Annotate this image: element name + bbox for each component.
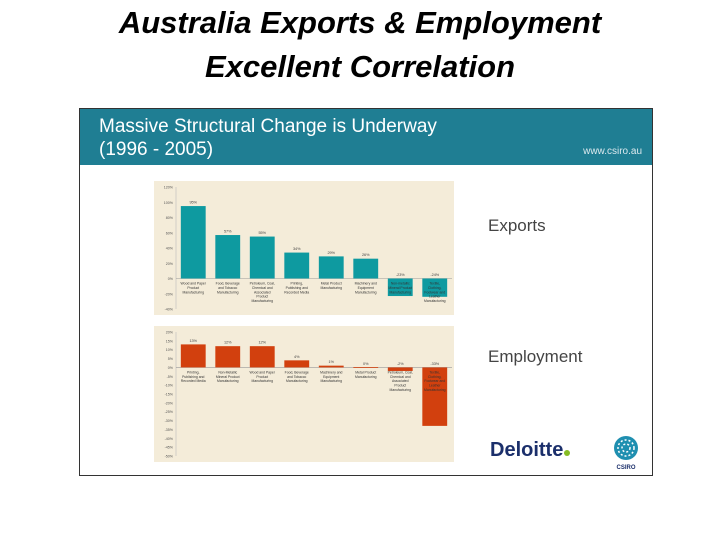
exports-bar [249, 236, 275, 279]
exports-category-label: Machinery and Equipment Manufacturing [355, 282, 377, 295]
employment-bar [422, 367, 448, 426]
employment-data-label: 12% [258, 341, 266, 345]
exports-ytick-label: -40% [165, 308, 174, 312]
exports-category-label: Food, Beverage and Tobacco Manufacturing [216, 282, 240, 295]
employment-category-label: Wood and Paper Product Manufacturing [250, 370, 276, 383]
employment-category-label: Textile, Clothing, Footwear and Leather Manu… [424, 370, 446, 392]
employment-ytick-label: -30% [165, 419, 174, 423]
deloitte-logo: Deloitte [490, 439, 571, 462]
exports-ytick-label: 120% [164, 186, 174, 190]
csiro-logo-text: CSIRO [616, 465, 635, 471]
employment-data-label: 13% [189, 339, 197, 343]
exports-ytick-label: 100% [164, 201, 174, 205]
exports-category-label: Printing, Publishing and Recorded Media [284, 282, 309, 295]
employment-data-label: 4% [294, 355, 300, 359]
employment-data-label: -33% [430, 362, 439, 366]
employment-bar [215, 346, 241, 368]
employment-ytick-label: -35% [165, 428, 174, 432]
exports-ytick-label: 40% [166, 247, 174, 251]
exports-chart-panel: 120% 100% 80% 60% 40% 20% 0% -20% -40% 95% Wood an… [154, 181, 454, 315]
exports-data-label: 57% [224, 230, 232, 234]
employment-ytick-label: -45% [165, 446, 174, 450]
employment-ytick-label: -25% [165, 410, 174, 414]
exports-bar [180, 206, 206, 279]
employment-data-label: -2% [397, 362, 404, 366]
page-title: Australia Exports & Employment [118, 5, 602, 40]
csiro-logo-icon: CSIRO [614, 436, 638, 471]
deloitte-dot-icon [564, 450, 571, 456]
exports-data-label: 95% [189, 201, 197, 205]
employment-ytick-label: 0% [168, 366, 174, 370]
exports-ytick-label: 0% [168, 277, 174, 281]
exports-data-label: -24% [430, 273, 439, 277]
slide-banner: Massive Structural Change is Underway (1… [80, 109, 652, 165]
exports-category-label: Wood and Paper Product Manufacturing [181, 282, 207, 295]
employment-bar [249, 346, 275, 368]
employment-category-label: Metal Product Manufacturing [355, 370, 377, 378]
exports-category-label: Petroleum, Coal, Chemical and Associated Pr… [250, 282, 275, 304]
employment-ytick-label: -10% [165, 384, 174, 388]
page-subtitle: Excellent Correlation [204, 49, 516, 84]
exports-bar [387, 278, 413, 297]
employment-category-label: Petroleum, Coal, Chemical and Associated Pr… [388, 370, 413, 392]
banner-title: Massive Structural Change is Underway (1… [99, 115, 569, 161]
employment-chart-panel: 20% 15% 10% 5% 0% -5% -10% -15% -20% -25% -30% -35%… [154, 326, 454, 462]
employment-bar [284, 360, 310, 368]
banner-url: www.csiro.au [583, 146, 642, 157]
employment-category-label: Printing, Publishing and Recorded Media [181, 370, 206, 383]
exports-ytick-label: 60% [166, 231, 174, 235]
exports-ytick-label: 20% [166, 262, 174, 266]
exports-category-label: Metal Product Manufacturing [321, 282, 343, 290]
exports-ytick-label: -20% [165, 292, 174, 296]
employment-label: Employment [488, 347, 583, 366]
employment-ytick-label: 5% [168, 357, 174, 361]
employment-data-label: 1% [329, 360, 335, 364]
exports-bar [353, 258, 379, 279]
employment-bar [318, 365, 344, 368]
exports-data-label: 26% [362, 253, 370, 257]
exports-data-label: 34% [293, 247, 301, 251]
exports-chart: 120% 100% 80% 60% 40% 20% 0% -20% -40% 95% Wood an… [164, 186, 452, 312]
exports-data-label: 29% [327, 251, 335, 255]
employment-ytick-label: 20% [166, 331, 174, 335]
employment-bar [180, 344, 206, 368]
exports-data-label: 55% [258, 231, 266, 235]
employment-ytick-label: 15% [166, 339, 174, 343]
employment-ytick-label: -50% [165, 455, 174, 459]
employment-chart: 20% 15% 10% 5% 0% -5% -10% -15% -20% -25% -30% -35%… [165, 331, 452, 459]
employment-data-label: 0% [363, 362, 369, 366]
employment-ytick-label: -15% [165, 393, 174, 397]
employment-category-label: Non-Metallic Mineral Product Manufacturing [216, 370, 240, 383]
slide: Massive Structural Change is Underway (1… [79, 108, 653, 476]
deloitte-logo-text: Deloitte [490, 439, 564, 461]
exports-bar [318, 256, 344, 279]
employment-ytick-label: -5% [167, 375, 174, 379]
exports-category-label: Textile, Clothing, Footwear and Leather Manu… [424, 282, 446, 304]
exports-label: Exports [488, 216, 546, 235]
banner-title-line2: (1996 - 2005) [99, 139, 214, 160]
employment-ytick-label: 10% [166, 348, 174, 352]
exports-bar [422, 278, 448, 297]
banner-title-line1: Massive Structural Change is Underway [99, 116, 437, 137]
employment-ytick-label: -40% [165, 437, 174, 441]
employment-bar [387, 367, 413, 371]
employment-data-label: 12% [224, 341, 232, 345]
employment-bar [353, 367, 379, 368]
employment-category-label: Machinery and Equipment Manufacturing [320, 370, 342, 383]
exports-category-label: Non-metallic Mineral Product Manufacturing [388, 282, 412, 295]
employment-category-label: Food, Beverage and Tobacco Manufacturing [285, 370, 309, 383]
exports-ytick-label: 80% [166, 216, 174, 220]
exports-data-label: -23% [396, 273, 405, 277]
exports-bar [215, 235, 241, 279]
employment-ytick-label: -20% [165, 401, 174, 405]
exports-bar [284, 252, 310, 279]
